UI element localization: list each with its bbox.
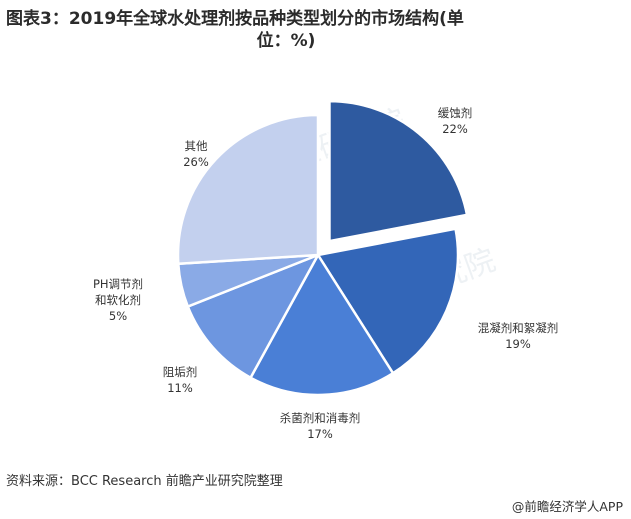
slice-category-label: 缓蚀剂 (438, 106, 473, 120)
pie-slice (315, 227, 460, 375)
source-note: 资料来源：BCC Research 前瞻产业研究院整理 (6, 474, 283, 489)
credit-note: @前瞻经济学人APP (511, 499, 623, 514)
chart-title: 图表3：2019年全球水处理剂按品种类型划分的市场结构(单 位：%) (6, 8, 606, 52)
slice-labels: 缓蚀剂 22% 混凝剂和絮凝剂 19% 杀菌剂和消毒剂 17% 阻垢剂 11% PH调节剂和软化… (93, 106, 558, 441)
slice-category-label: 杀菌剂和消毒剂 (280, 411, 361, 425)
pie-slice (176, 113, 320, 266)
chart-title-line2: 位：%) (256, 31, 316, 51)
slice-value-label: 11% (167, 381, 193, 395)
slice-category-label: 混凝剂和絮凝剂 (478, 321, 559, 335)
pie-slice (328, 99, 469, 243)
chart-title-line1: 图表3：2019年全球水处理剂按品种类型划分的市场结构(单 (6, 9, 464, 29)
pie-slice (186, 252, 321, 380)
slice-category-label: PH调节剂 (93, 277, 143, 291)
slice-value-label: 19% (505, 337, 531, 351)
slice-category-label: 和软化剂 (95, 293, 141, 307)
slice-value-label: 17% (307, 427, 333, 441)
slice-category-label: 阻垢剂 (163, 365, 198, 379)
pie-slices (176, 99, 469, 397)
slice-value-label: 26% (183, 155, 209, 169)
slice-category-label: 其他 (185, 139, 208, 153)
pie-slice (248, 252, 395, 397)
slice-value-label: 5% (109, 309, 127, 323)
slice-value-label: 22% (442, 122, 468, 136)
